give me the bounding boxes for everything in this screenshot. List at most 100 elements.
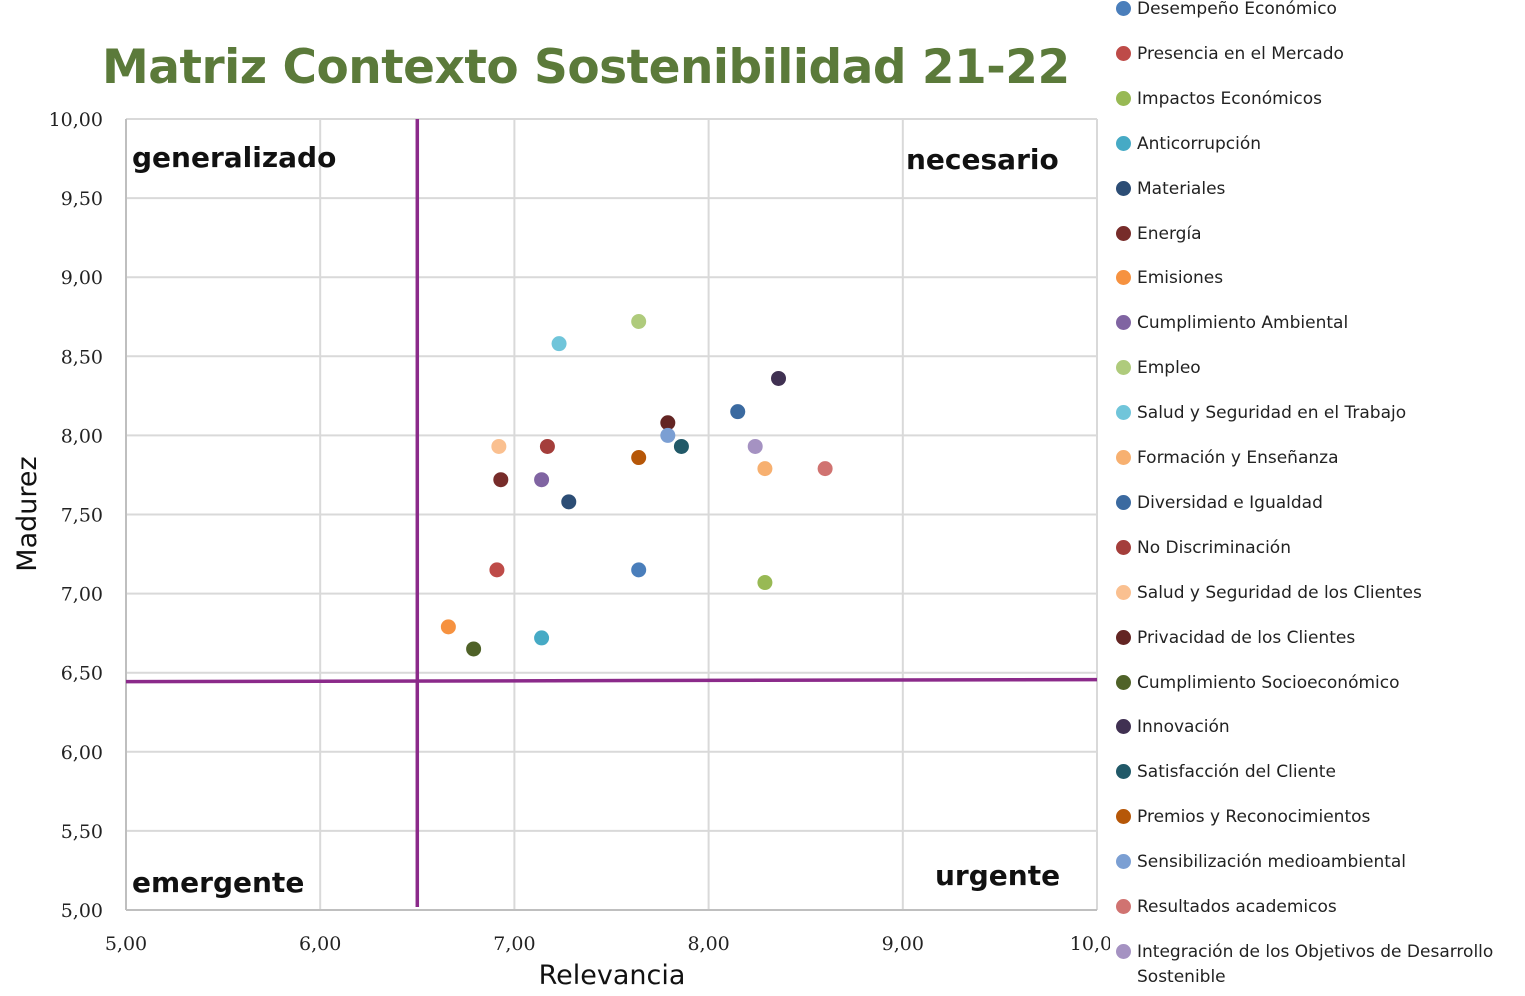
y-tick-label: 9,00 <box>61 267 103 289</box>
legend-marker <box>1116 943 1131 959</box>
legend-marker <box>1116 809 1131 825</box>
legend-item: Cumplimiento Socioeconómico <box>1116 671 1517 696</box>
legend-label: Cumplimiento Socioeconómico <box>1137 672 1400 693</box>
data-point <box>771 370 787 386</box>
legend-marker <box>1116 45 1131 61</box>
data-point <box>817 461 833 477</box>
legend-label: Impactos Económicos <box>1137 88 1323 109</box>
legend-label: Cumplimiento Ambiental <box>1137 313 1349 334</box>
legend-marker <box>1116 539 1131 555</box>
legend-label: Privacidad de los Clientes <box>1137 627 1356 648</box>
data-point <box>631 313 647 329</box>
data-point <box>493 472 509 488</box>
legend-label: Formación y Enseñanza <box>1137 448 1339 468</box>
legend-marker <box>1116 225 1131 241</box>
data-point <box>534 630 550 646</box>
legend-label: Anticorrupción <box>1137 133 1262 154</box>
legend-item: Satisfacción del Cliente <box>1116 760 1517 785</box>
x-tick-label: 5,00 <box>105 933 147 955</box>
legend-marker <box>1116 270 1131 286</box>
legend-marker <box>1116 450 1131 465</box>
legend-item: Innovación <box>1116 715 1517 740</box>
legend-label: Diversidad e Igualdad <box>1137 492 1323 513</box>
x-tick-label: 8,00 <box>687 933 729 955</box>
y-tick-label: 7,00 <box>61 584 103 606</box>
y-axis-label: Madurez <box>12 456 43 571</box>
data-point <box>631 562 647 578</box>
legend-label: Sensibilización medioambiental <box>1137 852 1407 873</box>
data-point <box>466 641 482 657</box>
legend-item: Anticorrupción <box>1116 132 1517 157</box>
legend-item: Salud y Seguridad de los Clientes <box>1116 581 1517 606</box>
quadrant-label-top-right: necesario <box>906 143 1059 176</box>
legend-label: Materiales <box>1137 178 1226 199</box>
legend-marker <box>1116 315 1131 331</box>
legend-label: Resultados academicos <box>1137 897 1337 917</box>
data-point <box>561 494 577 510</box>
data-point <box>660 427 676 443</box>
legend-label: Innovación <box>1137 717 1230 738</box>
legend-marker <box>1116 360 1131 376</box>
legend-item: Impactos Económicos <box>1116 87 1517 112</box>
legend-marker <box>1116 719 1131 735</box>
data-point <box>491 438 507 454</box>
y-tick-label: 9,50 <box>61 188 103 210</box>
legend-item: Cumplimiento Ambiental <box>1116 311 1517 336</box>
legend-item: No Discriminación <box>1116 536 1517 561</box>
data-point <box>539 438 555 454</box>
legend-item: Integración de los Objetivos de Desarrol… <box>1116 940 1517 990</box>
legend-marker <box>1116 494 1131 510</box>
legend-marker <box>1116 1 1131 16</box>
legend-item: Desempeño Económico <box>1116 0 1517 22</box>
quadrant-label-top-left: generalizado <box>132 141 336 174</box>
legend-label: Empleo <box>1137 358 1201 379</box>
y-tick-label: 8,50 <box>61 346 103 368</box>
y-tick-labels: 5,00 5,50 6,00 6,50 7,00 7,50 8,00 8,50 9,00 9,50… <box>49 109 103 922</box>
legend-label: Integración de los Objetivos de Desarrol… <box>1137 941 1494 987</box>
legend-marker <box>1116 899 1131 914</box>
legend-item: Diversidad e Igualdad <box>1116 491 1517 516</box>
legend-label: Salud y Seguridad en el Trabajo <box>1137 403 1407 424</box>
y-tick-label: 7,50 <box>61 505 103 527</box>
data-point <box>489 562 505 578</box>
y-tick-label: 5,00 <box>61 900 103 922</box>
legend-item: Resultados academicos <box>1116 895 1517 920</box>
quadrant-label-bottom-left: emergente <box>132 866 304 899</box>
legend-marker <box>1116 90 1131 106</box>
legend-label: Desempeño Económico <box>1137 0 1337 19</box>
legend-item: Premios y Reconocimientos <box>1116 805 1517 830</box>
y-tick-label: 8,00 <box>61 425 103 447</box>
quadrant-label-bottom-right: urgente <box>935 859 1060 892</box>
data-point <box>673 438 689 454</box>
x-tick-label: 10,00 <box>1070 933 1110 955</box>
quadrant-lines <box>125 119 1098 907</box>
legend-marker <box>1116 674 1131 690</box>
axes <box>125 119 1097 911</box>
data-point <box>660 415 676 431</box>
x-tick-label: 9,00 <box>882 933 924 955</box>
legend-label: No Discriminación <box>1137 537 1291 558</box>
y-tick-label: 6,00 <box>61 742 103 764</box>
legend-item: Privacidad de los Clientes <box>1116 626 1517 651</box>
legend-marker <box>1116 854 1131 870</box>
legend-item: Formación y Enseñanza <box>1116 446 1517 471</box>
data-point <box>747 438 763 454</box>
legend-item: Emisiones <box>1116 266 1517 291</box>
data-point <box>730 404 746 420</box>
scatter-plot: 5,00 6,00 7,00 8,00 9,00 10,00 5,00 5,50 6,00 6,… <box>12 109 1110 991</box>
x-tick-label: 6,00 <box>299 933 341 955</box>
legend-marker <box>1116 405 1131 421</box>
legend-item: Salud y Seguridad en el Trabajo <box>1116 401 1517 426</box>
legend-item: Sensibilización medioambiental <box>1116 850 1517 875</box>
legend-label: Salud y Seguridad de los Clientes <box>1137 582 1422 603</box>
legend-label: Satisfacción del Cliente <box>1137 762 1336 783</box>
x-axis-label: Relevancia <box>539 960 686 991</box>
data-point <box>757 575 773 591</box>
legend-marker <box>1116 584 1131 600</box>
quadrant-line-horizontal <box>125 677 1098 684</box>
y-tick-label: 5,50 <box>61 821 103 843</box>
legend-label: Presencia en el Mercado <box>1137 43 1344 64</box>
x-tick-label: 7,00 <box>493 933 535 955</box>
data-point <box>551 336 567 352</box>
legend-label: Energía <box>1137 223 1202 244</box>
